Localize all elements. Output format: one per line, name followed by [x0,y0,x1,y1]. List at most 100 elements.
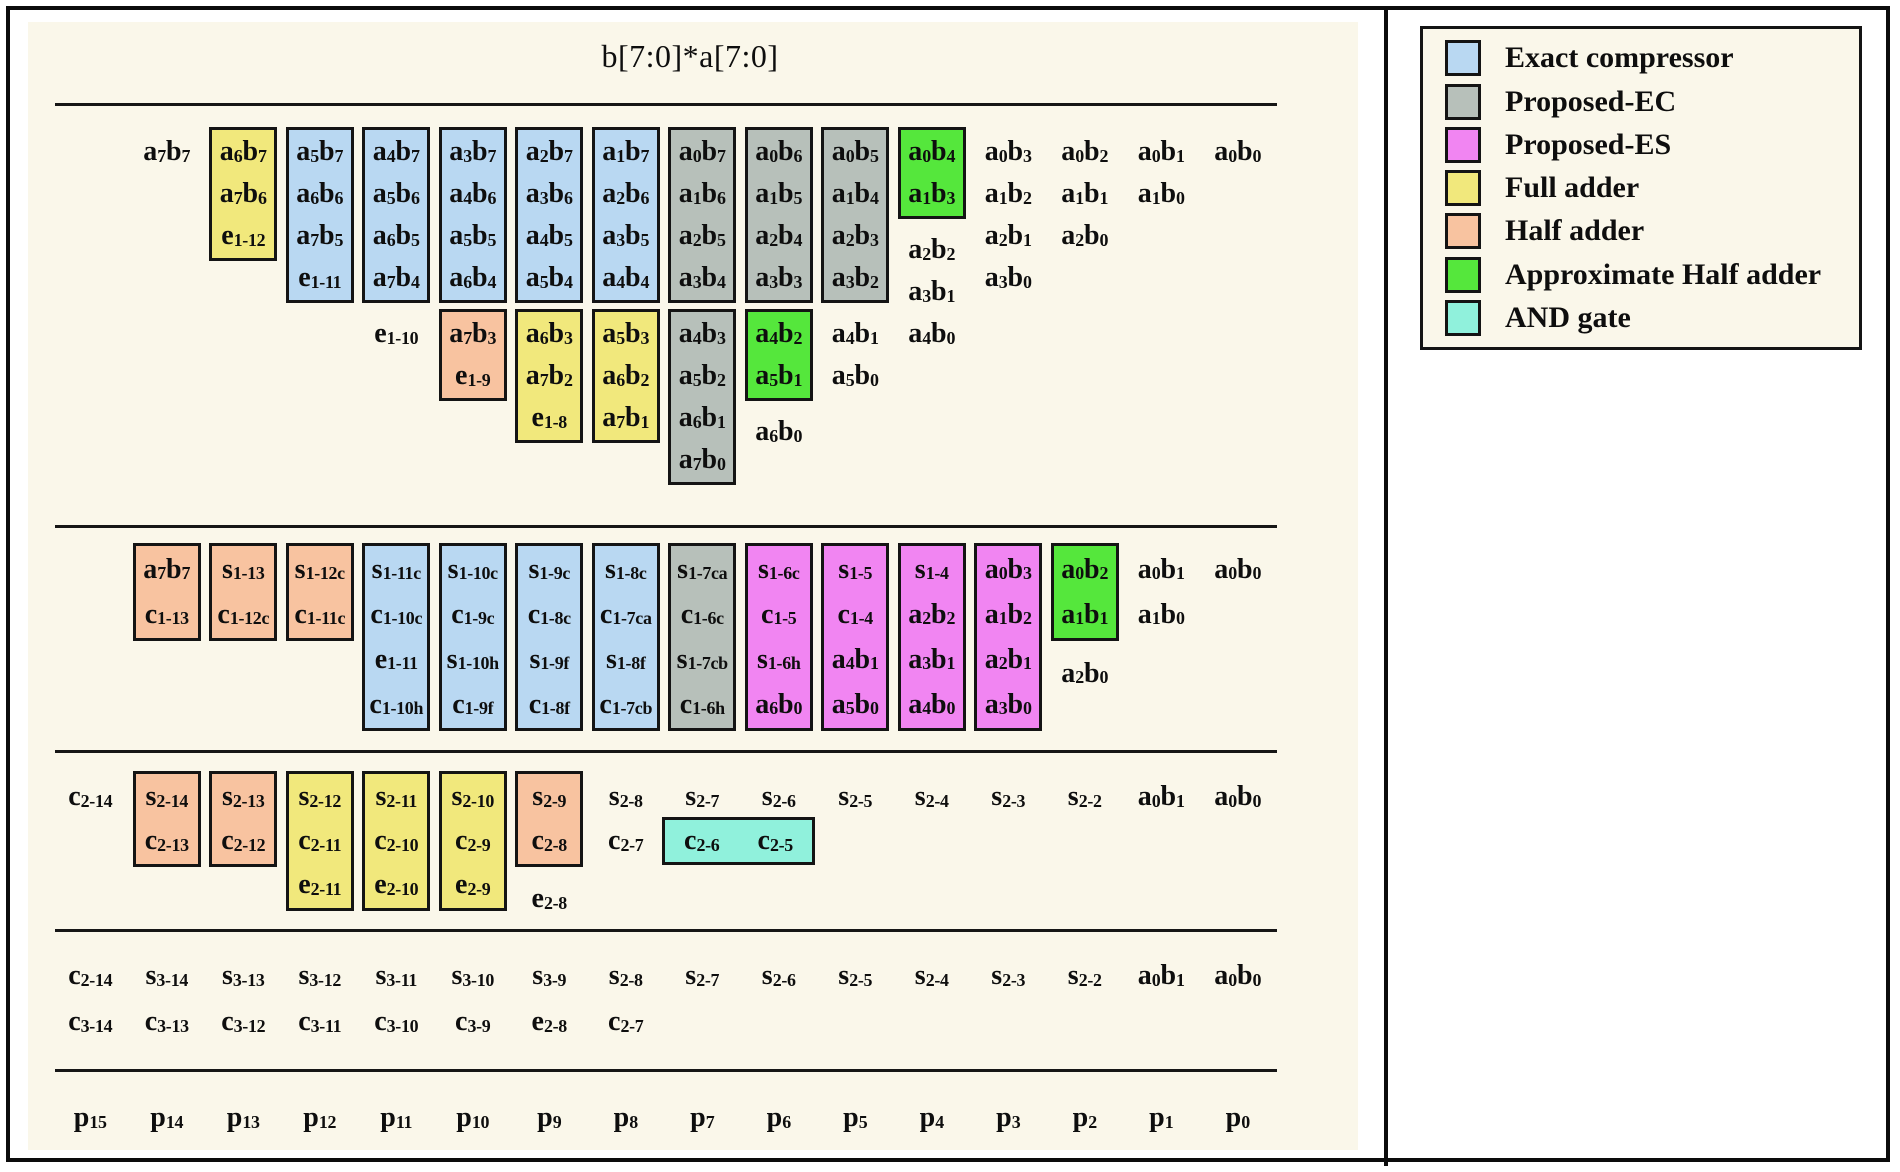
cell-s2-6: s 2-6 [761,781,796,812]
cell-e1-11: e 1-11 [298,262,342,293]
cell-s3-14: s 3-14 [145,960,189,991]
group-plain: s 2-6 [745,949,813,1003]
column-w5: s 2-5 [817,771,894,925]
group-full_adder: s 2-11 c 2-10 e 2-10 [362,771,431,911]
cell-c1-10c: c 1-10c [370,598,423,630]
group-plain: p 13 [209,1091,277,1145]
cell-s3-11: s 3-11 [375,960,418,991]
cell-s2-11: s 2-11 [375,781,418,812]
cell-c2-10: c 2-10 [374,825,419,856]
cell-e2-10: e 2-10 [374,869,419,900]
group-half_adder: a 7 b 3 e 1-9 [438,309,507,401]
group-plain: p 12 [286,1091,354,1145]
column-w13: s 2-13 c 2-12 [205,771,282,925]
column-w11: p 11 [358,1091,435,1145]
cell-s3-12: s 3-12 [298,960,342,991]
cell-s2-3: s 2-3 [991,781,1026,812]
cell-e1-10: e 1-10 [374,318,419,349]
cell-s2-12: s 2-12 [298,781,342,812]
column-w15: c 2-14 [52,771,129,925]
column-w5: s 1-5 c 1-4 a 4 b 1 a 5 b 0 [817,543,894,731]
legend-label: AND gate [1505,300,1631,334]
cell-e1-12: e 1-12 [221,220,266,251]
cell-s2-2: s 2-2 [1067,781,1102,812]
cell-s2-4: s 2-4 [914,960,949,991]
legend-item: Exact compressor [1445,40,1859,77]
column-w11: a 4 b 7 a 5 b 6 a 6 b 5 a 7 b 4 e 1-10 [358,127,435,485]
column-w12: s 1-12c c 1-11c [282,543,359,731]
column-w9: s 1-9c c 1-8c s 1-9f c 1-8f [511,543,588,731]
cell-s1-10h: s 1-10h [446,643,499,675]
group-plain: s 3-14 c 3-13 [133,949,201,1049]
cell-p15: p 15 [73,1102,107,1133]
cell-s1-12c: s 1-12c [294,553,345,585]
column-w5: s 2-5 [817,949,894,1049]
half_adder-swatch-icon [1445,213,1481,250]
stage3-reduction: c 2-14 s 2-14 c 2-13 s 2-13 c 2-12 s 2-12 c 2-11 e 2-11… [52,771,1276,925]
group-plain: s 2-5 [821,771,889,823]
legend: Exact compressor Proposed-EC Proposed-ES Fu… [1420,26,1862,350]
cell-e2-9: e 2-9 [455,869,491,900]
cell-s2-9: s 2-9 [532,781,567,812]
legend-item: AND gate [1445,299,1859,336]
cell-s2-13: s 2-13 [221,781,265,812]
cell-c2-14: c 2-14 [68,960,113,991]
column-w4: s 2-4 [894,771,971,925]
group-exact_compressor: a 5 b 7 a 6 b 6 a 7 b 5 e 1-11 [285,127,354,303]
cell-s2-5: s 2-5 [838,960,873,991]
column-w3: s 2-3 [970,771,1047,925]
column-w10: s 3-10 c 3-9 [435,949,512,1049]
cell-s1-4: s 1-4 [914,553,949,585]
cell-c1-13: c 1-13 [144,598,189,630]
group-proposed_es: s 1-4 a 2 b 2 a 3 b 1 a 4 b 0 [897,543,966,731]
cell-p10: p 10 [456,1102,490,1133]
stage2-reduction: a 7 b 7 c 1-13 s 1-13 c 1-12c s 1-12c c 1-11c s 1-11c c 1… [52,543,1276,731]
cell-s2-10: s 2-10 [451,781,495,812]
group-plain: s 3-9 e 2-8 [515,949,583,1049]
group-full_adder: s 2-10 c 2-9 e 2-9 [438,771,507,911]
